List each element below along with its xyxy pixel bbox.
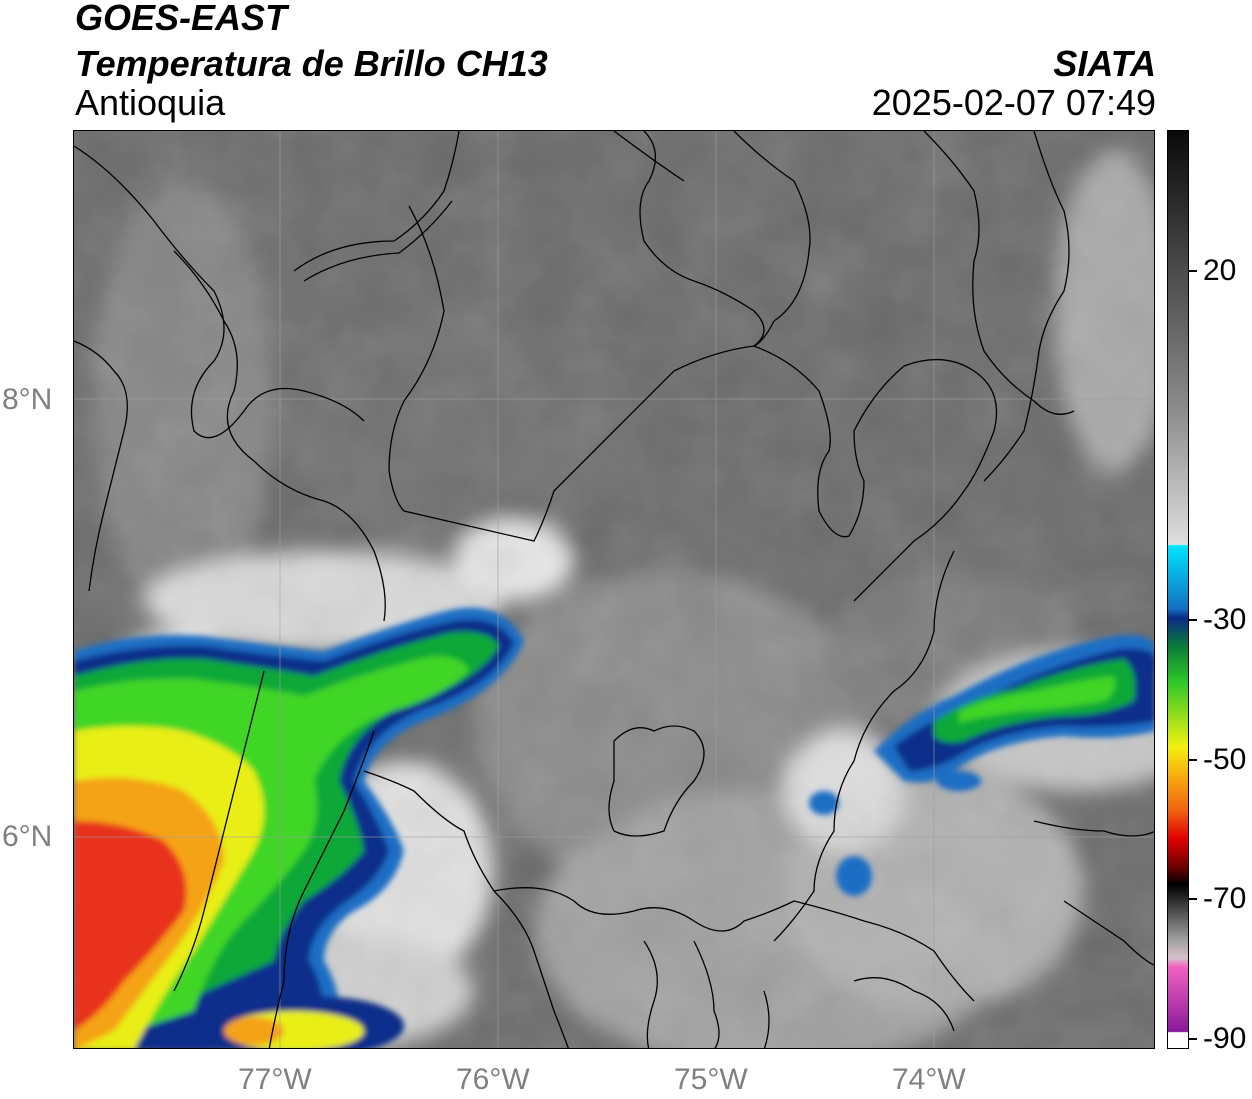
graticule	[74, 131, 1154, 1048]
colorbar-label-minus90: -90	[1203, 1022, 1247, 1055]
lon-label-76w: 76°W	[456, 1063, 530, 1096]
colorbar-tick	[1189, 619, 1197, 621]
lon-label-75w: 75°W	[674, 1063, 748, 1096]
satellite-map[interactable]	[73, 130, 1155, 1049]
lon-label-74w: 74°W	[892, 1063, 966, 1096]
convective-cloud-west	[74, 607, 524, 1048]
boundaries	[74, 131, 1154, 1048]
colorbar-tick	[1189, 759, 1197, 761]
map-title-satellite: GOES-EAST	[75, 0, 288, 38]
colorbar	[1167, 130, 1189, 1049]
lon-label-77w: 77°W	[238, 1063, 312, 1096]
timestamp-label: 2025-02-07 07:49	[871, 82, 1156, 123]
colorbar-label-minus30: -30	[1203, 603, 1247, 636]
colorbar-tick	[1189, 1038, 1197, 1040]
lat-label-8n: 8°N	[2, 383, 53, 416]
map-canvas	[74, 131, 1154, 1048]
lat-label-6n: 6°N	[2, 820, 53, 853]
colorbar-label-20: 20	[1203, 254, 1237, 287]
colorbar-tick	[1189, 898, 1197, 900]
map-title-product: Temperatura de Brillo CH13	[75, 43, 548, 84]
colorbar-label-minus50: -50	[1203, 743, 1247, 776]
map-region-label: Antioquia	[75, 82, 226, 123]
colorbar-tick	[1189, 270, 1197, 272]
convective-cloud-east	[809, 635, 1154, 896]
colorbar-label-minus70: -70	[1203, 882, 1247, 915]
organization-label: SIATA	[1053, 43, 1156, 84]
